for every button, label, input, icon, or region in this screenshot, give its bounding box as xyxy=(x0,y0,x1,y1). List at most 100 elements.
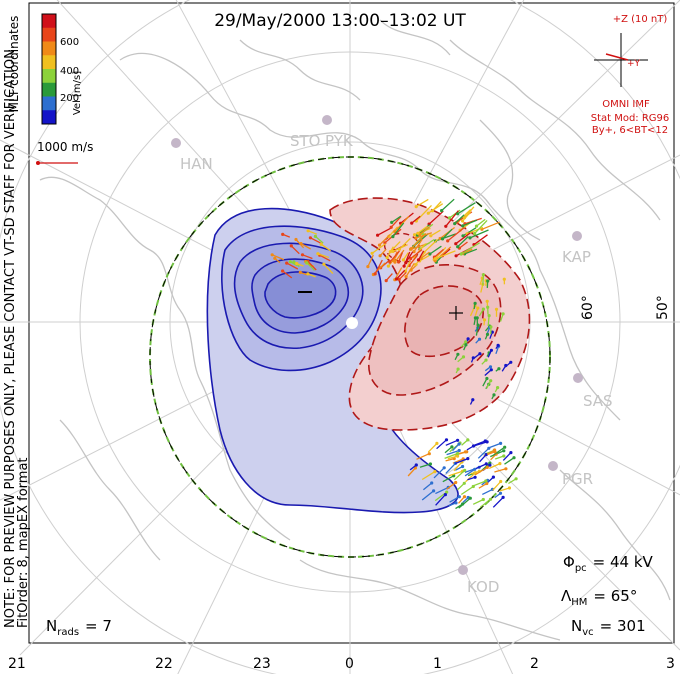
velocity-vector xyxy=(398,271,407,280)
velocity-vector-origin xyxy=(454,254,458,258)
velocity-vector-origin xyxy=(461,464,465,469)
velocity-vector-origin xyxy=(485,332,490,336)
velocity-vector xyxy=(474,463,487,470)
velocity-vector-origin xyxy=(316,252,320,256)
velocity-vector-origin xyxy=(456,451,460,456)
velocity-vector-origin xyxy=(462,481,466,485)
velocity-vector-origin xyxy=(414,205,418,209)
velocity-vector-origin xyxy=(427,452,431,456)
stat-lambda: ΛHM = 65° xyxy=(561,587,637,608)
stat-phi-symbol: Φ xyxy=(563,553,575,571)
velocity-vector-origin xyxy=(413,233,417,237)
velocity-vector-origin xyxy=(432,489,436,493)
velocity-vector-origin xyxy=(514,477,518,481)
velocity-vector-origin xyxy=(295,261,299,266)
velocity-vector-origin xyxy=(385,256,389,260)
velocity-vector xyxy=(408,254,418,266)
velocity-scale-label: 1000 m/s xyxy=(37,140,93,154)
velocity-vector xyxy=(446,449,460,456)
velocity-vector-origin xyxy=(404,261,408,265)
velocity-vector-origin xyxy=(509,360,513,364)
station-label-pgr: PGR xyxy=(562,470,593,488)
velocity-vector-origin xyxy=(397,247,401,251)
velocity-vector-origin xyxy=(504,467,508,471)
velocity-vector-origin xyxy=(313,234,317,238)
velocity-vector-origin xyxy=(281,269,285,273)
velocity-vector xyxy=(433,467,445,479)
velocity-scale-dot xyxy=(36,161,40,165)
velocity-vector-origin xyxy=(446,239,450,243)
station-markers xyxy=(171,115,583,575)
velocity-vector-origin xyxy=(438,236,442,241)
velocity-vector-origin xyxy=(473,231,477,236)
velocity-vector-origin xyxy=(491,475,495,479)
velocity-vector xyxy=(319,254,331,262)
velocity-vector xyxy=(317,253,330,259)
velocity-vector-origin xyxy=(292,260,296,264)
velocity-vector-origin xyxy=(486,305,490,309)
svg-text:Nrads= 7: Nrads = 7 xyxy=(46,617,112,638)
velocity-vector xyxy=(415,198,429,208)
velocity-vector xyxy=(417,225,428,234)
velocity-vector-origin xyxy=(390,220,394,224)
velocity-vector xyxy=(404,260,411,272)
velocity-vector-origin xyxy=(501,495,505,499)
colorbar-tick-200: 200 xyxy=(60,93,79,104)
velocity-vector xyxy=(464,206,475,219)
velocity-vector-origin xyxy=(498,491,503,495)
velocity-vector-origin xyxy=(456,212,460,216)
velocity-vector-origin xyxy=(457,495,461,499)
velocity-vector xyxy=(442,228,453,240)
velocity-vector xyxy=(460,242,480,255)
velocity-vector xyxy=(462,227,477,237)
velocity-vector-origin xyxy=(476,306,480,310)
velocity-vector xyxy=(457,202,476,215)
svg-text:Φpc= 44 kV: Φpc = 44 kV xyxy=(563,553,654,574)
velocity-vector xyxy=(427,203,444,214)
velocity-vector xyxy=(488,463,501,469)
velocity-vector xyxy=(435,486,449,495)
velocity-vector-origin xyxy=(370,251,374,255)
velocity-vector-origin xyxy=(440,237,445,241)
velocity-vector-origin xyxy=(468,496,472,500)
velocity-vector-origin xyxy=(509,451,513,455)
velocity-vector-origin xyxy=(496,386,500,390)
velocity-vector-origin xyxy=(485,299,489,303)
velocity-vector xyxy=(448,470,463,477)
velocity-vector-origin xyxy=(464,343,468,347)
velocity-vector-origin xyxy=(477,337,482,341)
velocity-vector xyxy=(462,219,478,227)
velocity-vector-origin xyxy=(319,242,323,246)
velocity-vector-origin xyxy=(481,273,485,277)
velocity-vector xyxy=(419,463,431,468)
fit-order-note: FitOrder: 8, mapEX format xyxy=(16,457,31,628)
velocity-vector xyxy=(416,453,430,460)
velocity-vector-origin xyxy=(281,232,285,236)
velocity-vector-origin xyxy=(485,440,489,444)
velocity-vector xyxy=(415,204,432,222)
velocity-vector-origin xyxy=(456,352,460,356)
velocity-vector-origin xyxy=(461,355,466,359)
velocity-vector-origin xyxy=(462,495,467,499)
velocity-vector xyxy=(454,457,469,465)
colorbar-label: Vel [m/s] xyxy=(72,71,83,115)
velocity-vector xyxy=(471,480,487,487)
chart-title: 29/May/2000 13:00–13:02 UT xyxy=(214,11,466,31)
velocity-vector xyxy=(482,274,485,286)
velocity-vector-origin xyxy=(507,486,511,490)
velocity-vector xyxy=(410,249,423,260)
velocity-vector-origin xyxy=(456,367,460,371)
velocity-vector xyxy=(428,210,444,225)
latitude-label-60: 60° xyxy=(580,295,596,320)
velocity-vector-origin xyxy=(404,275,408,279)
velocity-vector xyxy=(445,462,456,474)
colorbar-segment xyxy=(42,55,56,70)
imf-stat-mod: Stat Mod: RG96 xyxy=(591,113,670,124)
velocity-vector-origin xyxy=(481,307,485,311)
velocity-vector xyxy=(482,488,493,495)
velocity-vector-origin xyxy=(440,209,444,213)
velocity-vector-origin xyxy=(454,480,458,485)
velocity-vector xyxy=(386,246,394,258)
velocity-vector xyxy=(423,238,439,253)
